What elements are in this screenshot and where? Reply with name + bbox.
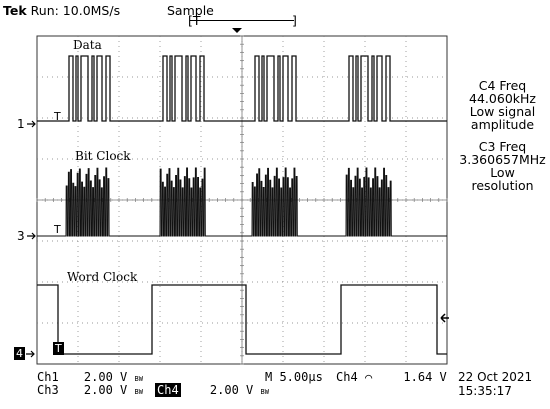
ch1-bw-icon: BW — [134, 375, 143, 383]
time-readout: 15:35:17 — [458, 384, 512, 398]
trigger-level-readout: 1.64 V — [403, 370, 447, 384]
ch1-name: Ch1 — [37, 370, 59, 384]
ch4-bw-icon: BW — [260, 388, 269, 396]
word-clock-waveform-label: Word Clock — [67, 270, 138, 284]
bit-clock-waveform-label: Bit Clock — [75, 149, 131, 163]
ch4-scale: 2.00 V — [209, 383, 254, 397]
run-state-label: Run: 10.0MS/s — [30, 3, 121, 18]
ch1-scale: 2.00 V — [83, 370, 128, 384]
ch1-trigger-marker: T — [54, 110, 61, 123]
c4-freq-title: C4 Freq — [478, 78, 527, 93]
ch4-name: Ch4 — [155, 383, 181, 397]
ch4-arrow-icon — [26, 350, 35, 358]
ch3-name: Ch3 — [37, 383, 59, 397]
trigger-source: Ch4 — [336, 370, 358, 384]
c3-freq-title: C3 Freq — [478, 139, 527, 154]
c3-freq-value: 3.360657MHz — [459, 152, 546, 167]
c3-note-line1: Low — [490, 165, 515, 180]
ch1-ground-marker: 1 — [17, 117, 25, 131]
ch1-arrow-icon — [27, 120, 36, 128]
ch3-ground-marker: 3 — [17, 229, 25, 243]
timebase-readout: M 5.00µs — [265, 370, 323, 384]
acquisition-mode-label: Sample — [167, 3, 214, 18]
ch4-trigger-marker: T — [53, 342, 64, 355]
trigger-level-arrow-icon — [440, 313, 449, 323]
date-readout: 22 Oct 2021 — [458, 370, 533, 384]
ch3-trigger-marker: T — [54, 223, 61, 236]
c4-freq-value: 44.060kHz — [469, 91, 536, 106]
c4-note-line2: amplitude — [470, 117, 535, 132]
bit-clock-trace — [37, 167, 447, 237]
brand-label: Tek — [3, 3, 27, 18]
measurement-panel: C4 Freq 44.060kHz Low signal amplitude C… — [455, 79, 550, 192]
c3-note-line2: resolution — [471, 178, 534, 193]
ch4-ground-marker: 4 — [14, 347, 25, 360]
data-trace — [37, 55, 447, 122]
data-waveform-label: Data — [73, 38, 102, 52]
trigger-slope-icon: ⌒ — [364, 370, 373, 384]
ch3-arrow-icon — [27, 232, 36, 240]
c4-note-line1: Low signal — [469, 104, 536, 119]
trigger-window-right: ] — [292, 13, 297, 28]
ch3-scale: 2.00 V — [83, 383, 128, 397]
trigger-position-icon — [232, 28, 242, 33]
trigger-window-bar — [190, 20, 294, 21]
ch3-bw-icon: BW — [134, 388, 143, 396]
